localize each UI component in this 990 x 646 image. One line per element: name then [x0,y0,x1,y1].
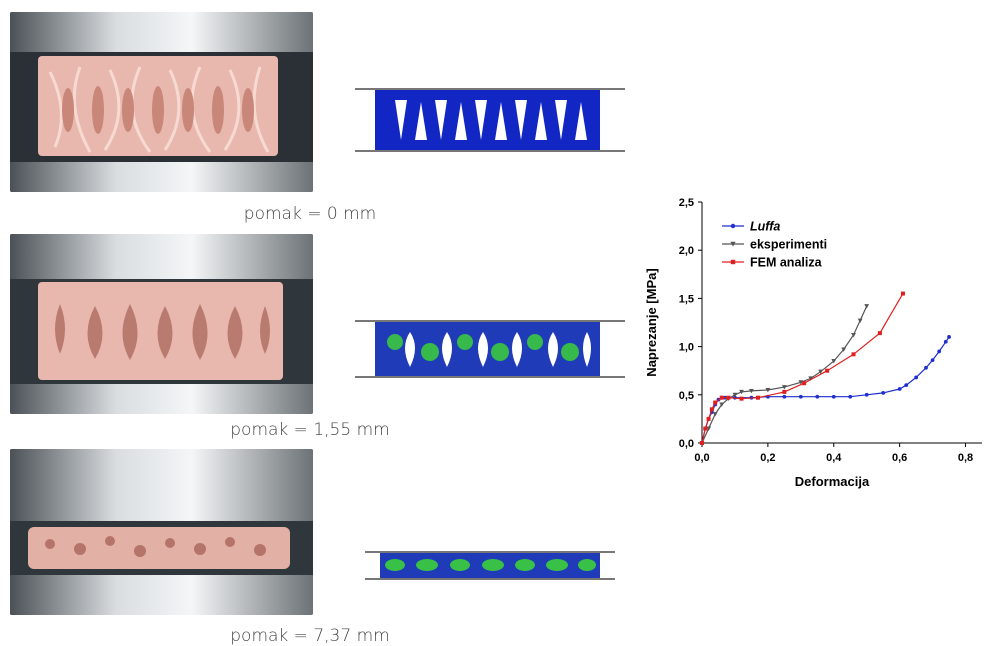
point-fem-analiza [719,395,724,400]
point-fem-analiza [782,389,787,394]
point-eksperimenti [712,412,718,417]
point-luffa [897,387,902,391]
y-tick-label: 1,5 [679,293,694,305]
point-luffa [864,392,869,397]
x-tick-label: 0,4 [826,452,842,464]
point-eksperimenti [841,347,847,352]
point-luffa [881,390,886,395]
point-luffa [798,394,803,399]
y-tick-label: 1,0 [679,342,694,354]
point-eksperimenti [808,376,814,381]
legend-label-fem-analiza: FEM analiza [750,256,823,270]
specimen-photo-1-55mm [10,234,313,414]
point-luffa [937,349,942,354]
legend-marker-eksperimenti [730,241,736,247]
stress-strain-chart: 0,0 0,5 1,0 1,5 2,0 2,5 0,0 0,2 0,4 0,6 0,8 Deforma… [644,197,982,489]
point-luffa [815,394,820,399]
x-tick-label: 0,8 [958,452,973,464]
fem-model-1-55mm [355,312,630,387]
point-fem-analiza [700,441,704,445]
caption-7-37mm: pomak = 7,37 mm [230,626,390,646]
point-luffa [914,375,919,380]
point-eksperimenti [857,318,863,323]
series-line-fem-analiza [701,293,904,444]
point-eksperimenti [831,359,837,364]
point-luffa [930,358,935,362]
x-axis-title: Deformacija [795,474,870,489]
fem-model-7-37mm [365,545,620,585]
caption-1-55mm: pomak = 1,55 mm [230,420,390,440]
point-fem-analiza [709,407,714,412]
point-eksperimenti [749,388,754,394]
point-fem-analiza [851,352,856,357]
x-tick-label: 0,2 [760,452,775,464]
x-tick-label: 0,0 [694,452,709,464]
point-eksperimenti [732,392,738,398]
x-tick-label: 0,6 [892,452,907,464]
point-fem-analiza [802,381,807,386]
legend-label-luffa: Luffa [750,220,780,234]
point-fem-analiza [713,400,718,405]
y-tick-label: 0,0 [679,438,694,450]
point-luffa [848,394,853,399]
point-luffa [831,394,836,399]
y-tick-label: 0,5 [679,390,694,402]
specimen-photo-7-37mm [10,449,313,615]
legend-marker-fem-analiza [730,259,736,265]
legend-label-eksperimenti: eksperimenti [750,238,827,252]
point-luffa [904,383,909,388]
point-luffa [943,339,948,344]
point-eksperimenti [739,389,744,395]
y-tick-label: 2,0 [679,245,694,257]
point-eksperimenti [781,385,787,390]
specimen-photo-0mm [10,12,313,192]
point-eksperimenti [818,369,823,375]
y-tick-label: 2,5 [679,197,694,209]
point-luffa [924,365,928,370]
point-eksperimenti [719,402,725,407]
point-eksperimenti [851,333,856,338]
point-fem-analiza [756,395,760,400]
point-luffa [947,335,951,339]
y-axis-title: Naprezanje [MPa] [644,268,659,376]
legend-marker-luffa [730,223,736,229]
point-eksperimenti [864,304,870,309]
point-eksperimenti [765,387,771,393]
fem-model-0mm [355,80,630,160]
point-eksperimenti [798,380,804,385]
point-luffa [782,394,787,399]
series-line-luffa [701,336,950,444]
point-fem-analiza [900,291,905,296]
point-fem-analiza [877,331,882,336]
point-fem-analiza [825,368,830,373]
point-fem-analiza [739,396,744,401]
series-line-eksperimenti [701,305,868,444]
point-eksperimenti [706,426,711,431]
point-fem-analiza [706,416,711,421]
caption-0mm: pomak = 0 mm [243,204,377,224]
point-fem-analiza [726,395,731,400]
point-fem-analiza [703,426,708,431]
